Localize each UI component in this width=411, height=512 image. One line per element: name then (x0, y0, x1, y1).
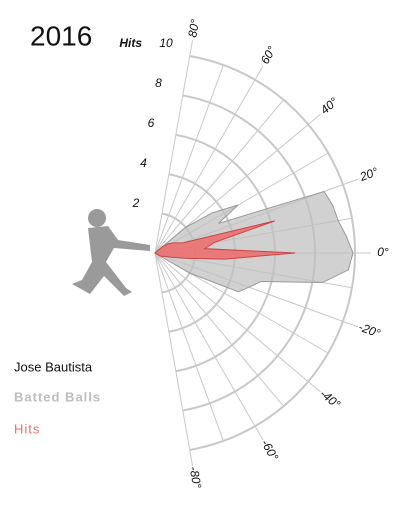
player-name: Jose Bautista (14, 359, 93, 374)
angle-tick-label: 60° (258, 44, 279, 67)
r-tick-label: 2 (132, 196, 140, 210)
batter-icon (72, 209, 150, 296)
chart-title: 2016 (30, 20, 92, 51)
r-tick-label: 10 (159, 36, 173, 50)
angle-tick-label: 80° (185, 18, 202, 38)
grid-spoke (154, 64, 224, 254)
angle-tick-label: -40° (317, 386, 343, 411)
r-tick-label: 4 (140, 156, 147, 170)
angle-tick-label: -20° (357, 320, 383, 341)
r-tick-label: 8 (155, 76, 162, 90)
grid-spoke (154, 99, 284, 254)
legend-entry: Batted Balls (14, 389, 101, 404)
angle-tick-label: 20° (357, 164, 380, 184)
grid-spoke (154, 252, 194, 466)
grid-spoke (154, 252, 224, 442)
r-tick-label: 6 (148, 116, 155, 130)
grid-spoke (154, 252, 321, 393)
legend-entry: Hits (14, 421, 40, 436)
r-axis-label: Hits (119, 36, 142, 50)
area (154, 190, 354, 293)
grid-spoke (154, 252, 264, 441)
grid-spoke (154, 252, 284, 407)
grid-spoke (154, 65, 264, 254)
angle-tick-label: -80° (187, 465, 205, 489)
area (154, 220, 296, 260)
grid-spoke (154, 40, 194, 254)
angle-tick-label: 0° (377, 245, 389, 259)
angle-tick-label: -60° (258, 437, 281, 463)
angle-tick-label: 40° (318, 94, 341, 117)
